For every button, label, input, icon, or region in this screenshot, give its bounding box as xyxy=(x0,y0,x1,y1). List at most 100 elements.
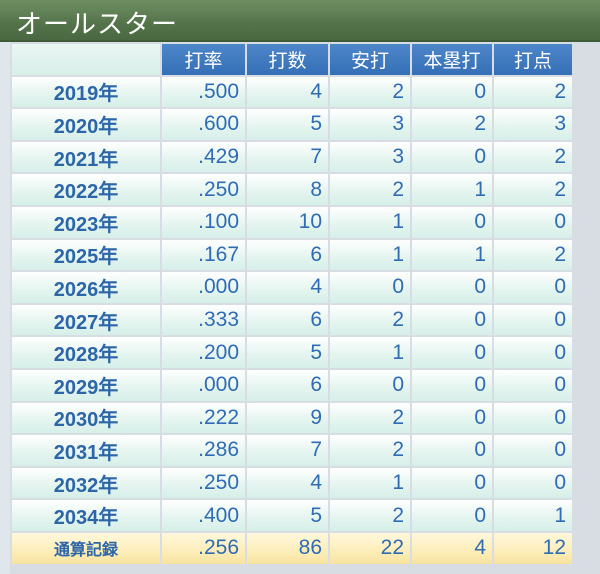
cell-avg: .600 xyxy=(162,109,245,140)
header-avg: 打率 xyxy=(162,44,245,75)
row-year: 2032年 xyxy=(12,467,160,499)
cell-home-runs: 0 xyxy=(412,369,492,401)
row-year: 2034年 xyxy=(12,500,160,531)
cell-hits: 2 xyxy=(330,402,410,434)
cell-home-runs: 0 xyxy=(412,272,492,303)
cell-home-runs: 0 xyxy=(412,467,492,499)
title-bar: オールスター xyxy=(0,0,600,42)
table-row: 2019年 .500 4 2 0 2 xyxy=(12,76,572,108)
row-year: 2021年 xyxy=(12,141,160,173)
cell-home-runs: 0 xyxy=(412,500,492,531)
cell-at-bats: 6 xyxy=(247,239,328,271)
row-year: 2019年 xyxy=(12,76,160,108)
cell-hits: 3 xyxy=(330,141,410,173)
table-row: 2031年 .286 7 2 0 0 xyxy=(12,435,572,466)
cell-rbi: 0 xyxy=(494,402,572,434)
cell-avg: .222 xyxy=(162,402,245,434)
cell-hits: 2 xyxy=(330,435,410,466)
cell-rbi: 2 xyxy=(494,141,572,173)
cell-rbi: 0 xyxy=(494,206,572,238)
cell-at-bats: 6 xyxy=(247,304,328,336)
header-home-runs: 本塁打 xyxy=(412,44,492,75)
cell-rbi: 3 xyxy=(494,109,572,140)
row-year: 2020年 xyxy=(12,109,160,140)
cell-at-bats: 5 xyxy=(247,500,328,531)
cell-rbi: 2 xyxy=(494,76,572,108)
cell-home-runs: 1 xyxy=(412,174,492,205)
cell-avg: .286 xyxy=(162,435,245,466)
cell-at-bats: 7 xyxy=(247,141,328,173)
cell-hits: 2 xyxy=(330,76,410,108)
stats-panel: 打率 打数 安打 本塁打 打点 2019年 .500 4 2 0 2 2020年 .600 5 3… xyxy=(10,42,600,574)
cell-at-bats: 8 xyxy=(247,174,328,205)
header-corner xyxy=(12,44,160,75)
cell-avg: .000 xyxy=(162,272,245,303)
cell-rbi: 2 xyxy=(494,174,572,205)
row-year: 2031年 xyxy=(12,435,160,466)
cell-hits: 2 xyxy=(330,304,410,336)
cell-avg: .100 xyxy=(162,206,245,238)
cell-at-bats: 6 xyxy=(247,369,328,401)
table-row: 2029年 .000 6 0 0 0 xyxy=(12,369,572,401)
cell-home-runs: 0 xyxy=(412,402,492,434)
cell-at-bats: 7 xyxy=(247,435,328,466)
total-cell-avg: .256 xyxy=(162,532,245,564)
cell-avg: .167 xyxy=(162,239,245,271)
cell-hits: 2 xyxy=(330,174,410,205)
cell-avg: .400 xyxy=(162,500,245,531)
total-cell-hits: 22 xyxy=(330,532,410,564)
cell-home-runs: 0 xyxy=(412,76,492,108)
cell-home-runs: 0 xyxy=(412,337,492,368)
cell-rbi: 0 xyxy=(494,304,572,336)
stats-table: 打率 打数 安打 本塁打 打点 2019年 .500 4 2 0 2 2020年 .600 5 3… xyxy=(10,42,574,566)
cell-hits: 0 xyxy=(330,369,410,401)
cell-at-bats: 10 xyxy=(247,206,328,238)
cell-avg: .250 xyxy=(162,467,245,499)
header-at-bats: 打数 xyxy=(247,44,328,75)
row-year: 2030年 xyxy=(12,402,160,434)
cell-at-bats: 9 xyxy=(247,402,328,434)
cell-avg: .000 xyxy=(162,369,245,401)
cell-avg: .500 xyxy=(162,76,245,108)
cell-home-runs: 0 xyxy=(412,206,492,238)
total-cell-at-bats: 86 xyxy=(247,532,328,564)
cell-at-bats: 4 xyxy=(247,467,328,499)
row-year: 2027年 xyxy=(12,304,160,336)
cell-rbi: 0 xyxy=(494,369,572,401)
cell-home-runs: 0 xyxy=(412,435,492,466)
row-year: 2025年 xyxy=(12,239,160,271)
cell-hits: 1 xyxy=(330,337,410,368)
row-year: 2023年 xyxy=(12,206,160,238)
cell-rbi: 0 xyxy=(494,337,572,368)
table-row: 2023年 .100 10 1 0 0 xyxy=(12,206,572,238)
cell-rbi: 1 xyxy=(494,500,572,531)
cell-hits: 0 xyxy=(330,272,410,303)
header-rbi: 打点 xyxy=(494,44,572,75)
total-cell-home-runs: 4 xyxy=(412,532,492,564)
table-row: 2020年 .600 5 3 2 3 xyxy=(12,109,572,140)
cell-hits: 1 xyxy=(330,467,410,499)
cell-avg: .200 xyxy=(162,337,245,368)
table-row: 2028年 .200 5 1 0 0 xyxy=(12,337,572,368)
cell-rbi: 0 xyxy=(494,435,572,466)
cell-hits: 1 xyxy=(330,239,410,271)
row-year: 2022年 xyxy=(12,174,160,205)
cell-at-bats: 4 xyxy=(247,272,328,303)
table-row: 2021年 .429 7 3 0 2 xyxy=(12,141,572,173)
cell-hits: 1 xyxy=(330,206,410,238)
row-year: 2029年 xyxy=(12,369,160,401)
cell-at-bats: 4 xyxy=(247,76,328,108)
table-row: 2027年 .333 6 2 0 0 xyxy=(12,304,572,336)
cell-rbi: 0 xyxy=(494,272,572,303)
cell-at-bats: 5 xyxy=(247,109,328,140)
cell-at-bats: 5 xyxy=(247,337,328,368)
cell-home-runs: 0 xyxy=(412,304,492,336)
table-row: 2025年 .167 6 1 1 2 xyxy=(12,239,572,271)
cell-avg: .333 xyxy=(162,304,245,336)
row-year: 2026年 xyxy=(12,272,160,303)
table-row: 2026年 .000 4 0 0 0 xyxy=(12,272,572,303)
row-year: 2028年 xyxy=(12,337,160,368)
total-cell-rbi: 12 xyxy=(494,532,572,564)
cell-hits: 2 xyxy=(330,500,410,531)
total-row: 通算記録 .256 86 22 4 12 xyxy=(12,532,572,564)
